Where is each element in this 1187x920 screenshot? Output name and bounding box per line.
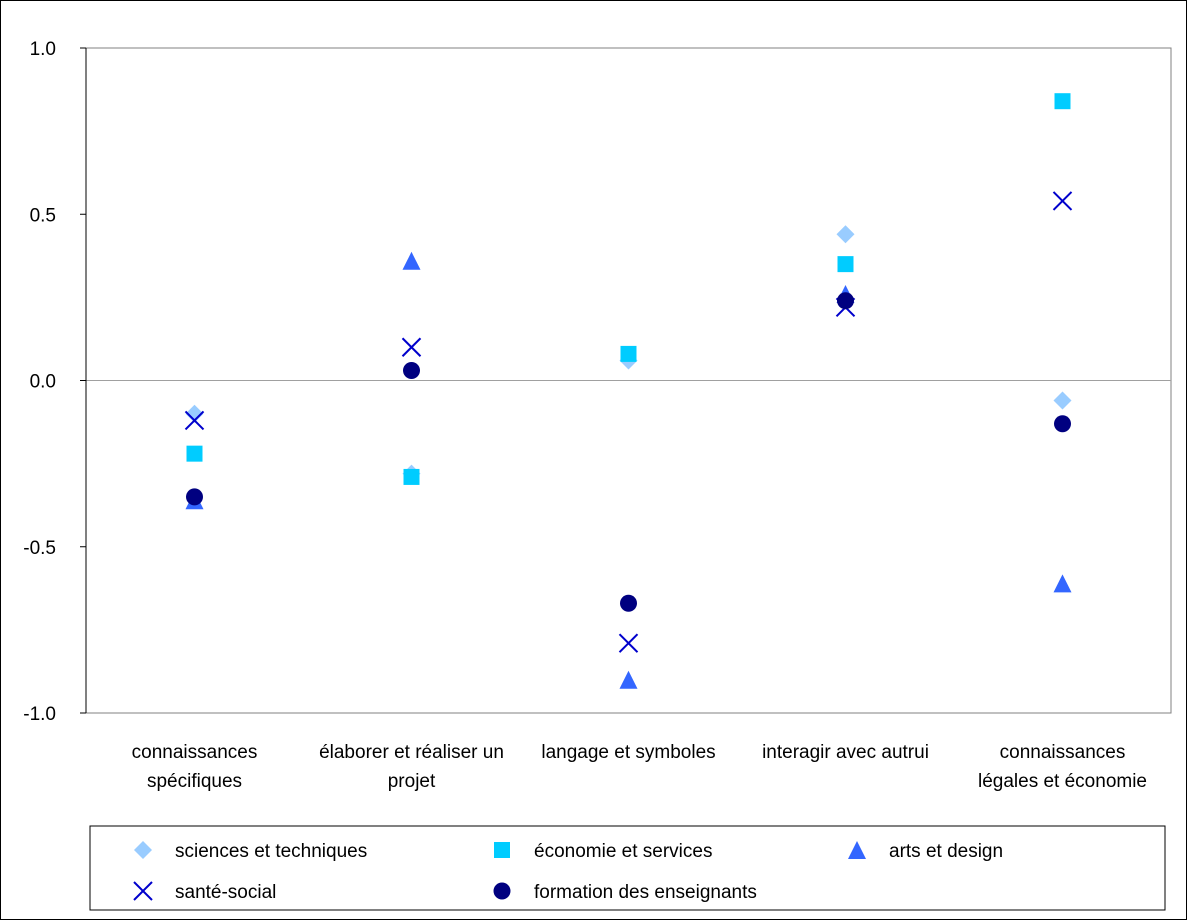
data-point-circle (186, 488, 203, 506)
x-marker-stroke (618, 633, 639, 653)
y-tick-label: 1.0 (30, 39, 56, 60)
legend: sciences et techniques économie et servic… (89, 825, 1166, 911)
data-point-x (618, 633, 639, 653)
data-point-square (186, 445, 203, 462)
legend-label: sciences et techniques (175, 841, 367, 862)
x-marker-stroke (184, 410, 205, 431)
y-tick-label: -0.5 (23, 538, 56, 559)
data-point-triangle (402, 251, 421, 270)
x-category-label: interagir avec autrui (762, 742, 929, 763)
data-point-triangle (619, 670, 638, 689)
data-point-diamond (836, 225, 855, 244)
legend-marker-circle (493, 882, 511, 900)
data-point-square (1054, 93, 1071, 110)
data-point-circle (1054, 415, 1071, 433)
data-point-circle (620, 594, 637, 612)
x-category-label: langage et symboles (541, 742, 715, 763)
x-marker-stroke (1052, 191, 1073, 211)
data-point-triangle (1053, 574, 1072, 593)
x-category-label: élaborer et réaliser un projet (319, 742, 504, 792)
data-point-square (403, 468, 420, 485)
data-point-diamond (185, 404, 204, 423)
x-marker-stroke (133, 881, 153, 901)
legend-marker-square (494, 842, 510, 858)
data-point-x (401, 337, 422, 357)
y-tick-label: 0.5 (30, 205, 56, 226)
legend-marker-diamond (134, 841, 152, 859)
legend-label: santé-social (175, 882, 276, 903)
data-point-square (837, 256, 854, 273)
legend-marker-triangle (848, 841, 866, 859)
y-tick-label: 0.0 (30, 372, 56, 393)
legend-label: arts et design (889, 841, 1003, 862)
data-point-x (1052, 191, 1073, 211)
y-tick-label: -1.0 (23, 704, 56, 725)
legend-label: économie et services (534, 841, 712, 862)
data-point-diamond (1053, 391, 1072, 410)
data-point-square (620, 345, 637, 362)
x-marker-stroke (401, 337, 422, 357)
legend-marker-x (133, 881, 153, 901)
x-category-label: connaissances légales et économie (978, 742, 1147, 792)
data-point-circle (403, 362, 420, 380)
plot-area: 1.0 0.5 0.0 -0.5 -1.0 connaissances spécifique… (23, 39, 1172, 792)
x-category-label: connaissances spécifiques (132, 742, 258, 792)
legend-label: formation des enseignants (534, 882, 757, 903)
data-point-circle (837, 292, 854, 310)
legend-box (89, 825, 1166, 911)
data-point-x (184, 410, 205, 431)
